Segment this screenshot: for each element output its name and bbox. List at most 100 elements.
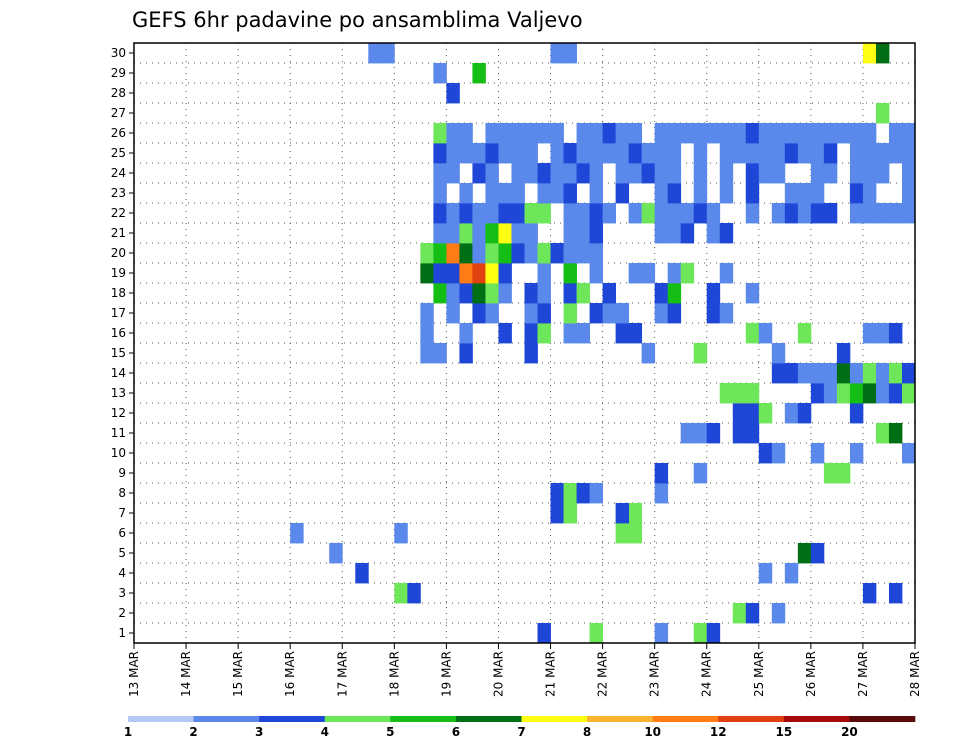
heatmap-cell	[550, 143, 564, 164]
heatmap-cell	[888, 383, 903, 404]
heatmap-cell	[862, 143, 877, 164]
y-tick-label: 12	[111, 406, 126, 420]
heatmap-cell	[433, 143, 447, 164]
heatmap-cell	[862, 323, 877, 344]
heatmap-cell	[810, 163, 825, 184]
colorbar-label: 12	[710, 725, 727, 739]
heatmap-cell	[563, 183, 577, 204]
heatmap-cell	[758, 323, 773, 344]
x-tick-label: 17 MAR	[335, 651, 349, 697]
heatmap-cell	[836, 363, 851, 384]
x-tick-label: 15 MAR	[231, 651, 245, 697]
heatmap-cell	[771, 123, 786, 144]
heatmap-cell	[693, 183, 708, 204]
heatmap-cell	[550, 163, 564, 184]
heatmap-cell	[641, 343, 656, 364]
heatmap-cell	[524, 203, 538, 224]
y-tick-label: 21	[111, 226, 126, 240]
heatmap-cell	[368, 43, 382, 64]
y-tick-label: 1	[118, 626, 126, 640]
heatmap-cell	[459, 123, 473, 144]
heatmap-cell	[433, 283, 447, 304]
heatmap-cell	[524, 163, 538, 184]
heatmap-cell	[901, 143, 916, 164]
heatmap-cell	[563, 263, 577, 284]
heatmap-cell	[602, 283, 617, 304]
heatmap-cell	[563, 163, 577, 184]
x-tick-label: 18 MAR	[387, 651, 401, 697]
heatmap-cell	[498, 203, 512, 224]
heatmap-cell	[823, 143, 838, 164]
heatmap-cell	[862, 43, 877, 64]
heatmap-cell	[537, 623, 551, 644]
heatmap-cell	[667, 163, 682, 184]
heatmap-cell	[758, 143, 773, 164]
colorbar-swatch	[849, 716, 916, 722]
x-tick-label: 25 MAR	[752, 651, 766, 697]
heatmap-cell	[641, 163, 656, 184]
heatmap-cell	[576, 483, 590, 504]
heatmap-cell	[433, 223, 447, 244]
heatmap-cell	[420, 263, 434, 284]
heatmap-cell	[667, 283, 682, 304]
heatmap-cell	[615, 183, 630, 204]
heatmap-cell	[888, 323, 903, 344]
heatmap-cell	[875, 143, 890, 164]
heatmap-cell	[732, 423, 747, 444]
heatmap-cell	[758, 123, 773, 144]
heatmap-cell	[472, 283, 486, 304]
heatmap-cell	[862, 123, 877, 144]
heatmap-cell	[784, 143, 799, 164]
heatmap-cell	[576, 203, 590, 224]
heatmap-cell	[823, 163, 838, 184]
heatmap-cell	[485, 223, 499, 244]
heatmap-cell	[732, 603, 747, 624]
colorbar-swatch	[521, 716, 588, 722]
heatmap-cell	[498, 283, 512, 304]
colorbar-label: 8	[583, 725, 591, 739]
heatmap-cell	[667, 223, 682, 244]
heatmap-cell	[836, 463, 851, 484]
heatmap-cell	[446, 83, 460, 104]
heatmap-cell	[524, 303, 538, 324]
heatmap-cell	[849, 383, 864, 404]
heatmap-cell	[498, 223, 512, 244]
heatmap-cell	[849, 143, 864, 164]
heatmap-cell	[862, 383, 877, 404]
heatmap-cell	[576, 283, 590, 304]
heatmap-cell	[680, 423, 695, 444]
heatmap-cell	[693, 123, 708, 144]
heatmap-cell	[745, 163, 760, 184]
heatmap-cell	[719, 183, 734, 204]
colorbar-label: 1	[124, 725, 132, 739]
heatmap-cell	[849, 443, 864, 464]
heatmap-cell	[706, 223, 721, 244]
y-tick-label: 11	[111, 426, 126, 440]
heatmap-cell	[862, 203, 877, 224]
heatmap-cell	[888, 583, 903, 604]
heatmap-cell	[641, 263, 656, 284]
heatmap-cell	[810, 543, 825, 564]
heatmap-cell	[498, 183, 512, 204]
heatmap-cell	[537, 123, 551, 144]
heatmap-cell	[550, 43, 564, 64]
heatmap-cell	[693, 343, 708, 364]
heatmap-cell	[433, 263, 447, 284]
colorbar-label: 20	[841, 725, 858, 739]
heatmap-cell	[654, 623, 669, 644]
heatmap-cell	[797, 203, 812, 224]
heatmap-cells	[290, 43, 916, 644]
heatmap-cell	[901, 443, 916, 464]
y-tick-label: 15	[111, 346, 126, 360]
heatmap-cell	[433, 63, 447, 84]
heatmap-cell	[589, 123, 603, 144]
heatmap-cell	[485, 303, 499, 324]
heatmap-cell	[706, 423, 721, 444]
heatmap-cell	[459, 143, 473, 164]
heatmap-cell	[498, 243, 512, 264]
heatmap-cell	[589, 303, 603, 324]
heatmap-cell	[771, 203, 786, 224]
x-tick-label: 27 MAR	[856, 651, 870, 697]
heatmap-cell	[875, 363, 890, 384]
